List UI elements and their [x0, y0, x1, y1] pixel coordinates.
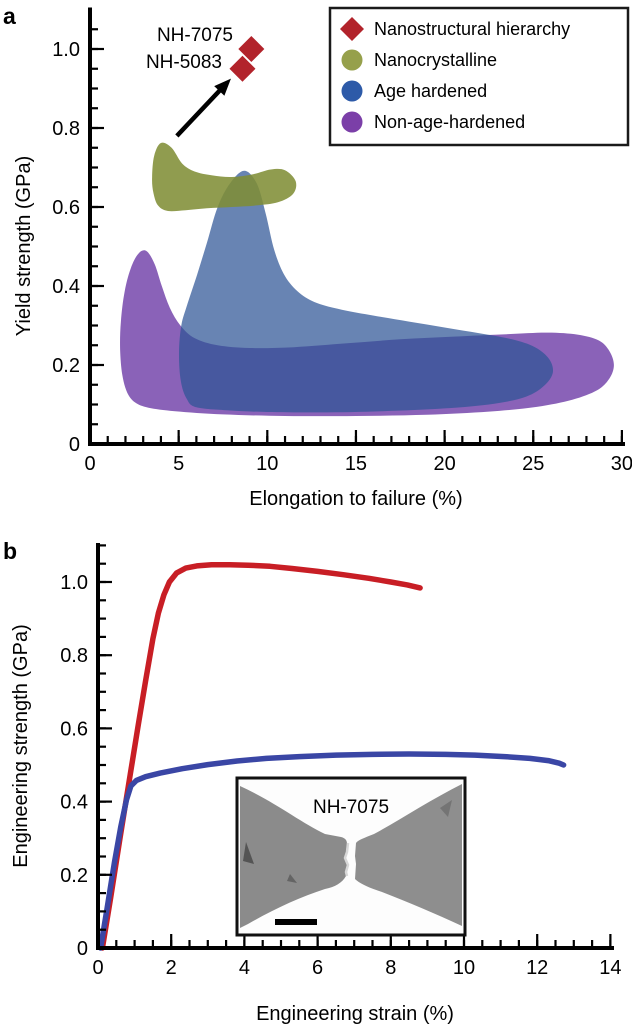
region-age-hardened [178, 170, 554, 413]
inset-micrograph: NH-7075 [235, 776, 467, 937]
x-tick-label: 25 [522, 453, 544, 475]
panel-b-letter: b [3, 538, 17, 564]
annotation-arrow-shaft [175, 86, 224, 138]
fracture-edge-highlight [343, 842, 350, 877]
axis-frame [96, 543, 614, 950]
axis-frame [88, 7, 625, 446]
panel-b-series [97, 562, 567, 951]
panel-b-axes: 0 2 4 6 8 10 12 14 0 0.2 0.4 0.6 0.8 1.0 [60, 543, 622, 979]
y-tick-label: 0.6 [60, 718, 88, 740]
y-tick-label: 0 [69, 434, 80, 456]
legend-marker-circle-non-age-hardened [341, 111, 363, 133]
specimen-flaw-1 [243, 842, 254, 864]
x-tick-label: 14 [599, 957, 621, 979]
data-point-nh-5083 [229, 55, 256, 82]
x-tick-label: 8 [385, 957, 396, 979]
legend: Nanostructural hierarchy Nanocrystalline… [328, 6, 630, 147]
scale-bar [275, 919, 317, 925]
specimen-flaw-2 [287, 874, 297, 883]
specimen-flaw-3 [440, 800, 452, 817]
y-tick-label: 1.0 [60, 572, 88, 594]
legend-marker-circle-age-hardened [341, 80, 363, 102]
y-tick-label: 0.2 [52, 355, 80, 377]
legend-label-age-hardened: Age hardened [374, 81, 487, 101]
legend-box [328, 6, 630, 147]
panel-a-x-axis-label: Elongation to failure (%) [249, 488, 462, 510]
x-tick-label: 20 [433, 453, 455, 475]
panel-a-letter: a [3, 3, 16, 29]
region-nanocrystalline [152, 142, 297, 212]
x-tick-label: 0 [84, 453, 95, 475]
x-tick-label: 4 [239, 957, 250, 979]
y-tick-label: 0 [77, 938, 88, 960]
x-tick-label: 10 [453, 957, 475, 979]
curve-nh-7075 [99, 562, 423, 951]
x-tick-label: 2 [166, 957, 177, 979]
panel-a-annotations [175, 36, 265, 138]
annotation-label-nh-5083: NH-5083 [146, 52, 222, 73]
legend-marker-diamond [340, 17, 364, 41]
annotation-label-nh-7075: NH-7075 [157, 25, 233, 46]
panel-b-y-axis-label: Engineering strength (GPa) [10, 624, 32, 867]
x-tick-label: 30 [611, 453, 632, 475]
x-tick-label: 0 [92, 957, 103, 979]
legend-label-non-age-hardened: Non-age-hardened [374, 112, 525, 132]
y-tick-label: 0.2 [60, 865, 88, 887]
x-tick-label: 10 [256, 453, 278, 475]
legend-label-nanocrystalline: Nanocrystalline [374, 50, 497, 70]
y-tick-label: 0.6 [52, 197, 80, 219]
y-tick-label: 0.4 [60, 792, 88, 814]
x-tick-label: 5 [173, 453, 184, 475]
annotation-arrow-head [214, 78, 231, 96]
y-tick-label: 1.0 [52, 39, 80, 61]
legend-label-nanostructural-hierarchy: Nanostructural hierarchy [374, 19, 570, 39]
y-tick-label: 0.4 [52, 276, 80, 298]
x-tick-label: 6 [312, 957, 323, 979]
specimen-left-half [240, 786, 347, 928]
panel-b-chart: 0 2 4 6 8 10 12 14 0 0.2 0.4 0.6 0.8 1.0 b Engineerin… [3, 538, 622, 1024]
data-point-nh-7075 [238, 36, 265, 62]
specimen-right-half [355, 784, 462, 926]
panel-b-x-axis-label: Engineering strain (%) [256, 1003, 454, 1024]
legend-marker-circle-nanocrystalline [341, 49, 363, 71]
x-tick-label: 12 [526, 957, 548, 979]
y-tick-label: 0.8 [52, 118, 80, 140]
panel-a-chart: 0 5 10 15 20 25 30 0 0.2 0.4 0.6 0.8 1.0 a Elongatio… [3, 3, 632, 510]
panel-a-regions [120, 142, 614, 417]
x-tick-label: 15 [345, 453, 367, 475]
curve-nh-5083 [97, 751, 567, 951]
panel-a-axes: 0 5 10 15 20 25 30 0 0.2 0.4 0.6 0.8 1.0 [52, 7, 632, 475]
inset-specimen-label: NH-7075 [313, 797, 389, 818]
panel-a-y-axis-label: Yield strength (GPa) [13, 156, 35, 336]
y-tick-label: 0.8 [60, 645, 88, 667]
